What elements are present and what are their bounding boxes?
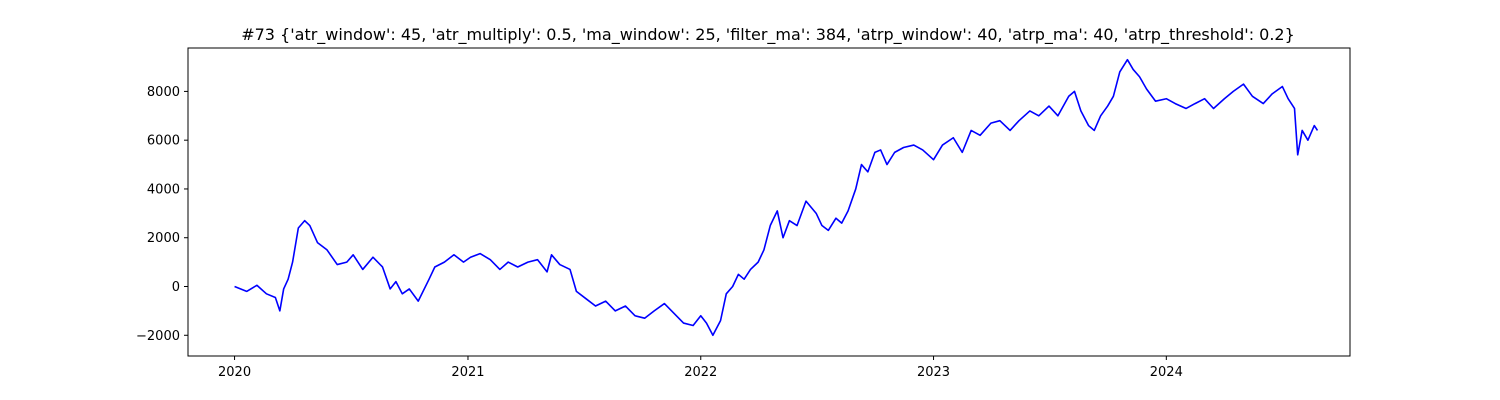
y-tick-label: 6000	[147, 134, 180, 149]
y-tick-label: 2000	[147, 231, 180, 246]
y-tick-label: −2000	[136, 329, 180, 344]
x-tick-label: 2022	[684, 365, 717, 380]
x-axis: 2020 2021 2022 2023 2024	[218, 356, 1183, 380]
chart-title: #73 {'atr_window': 45, 'atr_multiply': 0…	[241, 25, 1295, 45]
plot-area	[187, 47, 1351, 357]
y-tick-label: 8000	[147, 85, 180, 100]
x-tick-label: 2023	[917, 365, 950, 380]
x-tick-label: 2024	[1150, 365, 1183, 380]
y-axis: −2000 0 2000 4000 6000 8000	[136, 85, 188, 344]
series-line	[234, 58, 1319, 337]
x-tick-label: 2021	[451, 365, 484, 380]
y-tick-label: 4000	[147, 182, 180, 197]
x-tick-label: 2020	[218, 365, 251, 380]
y-tick-label: 0	[172, 280, 180, 295]
